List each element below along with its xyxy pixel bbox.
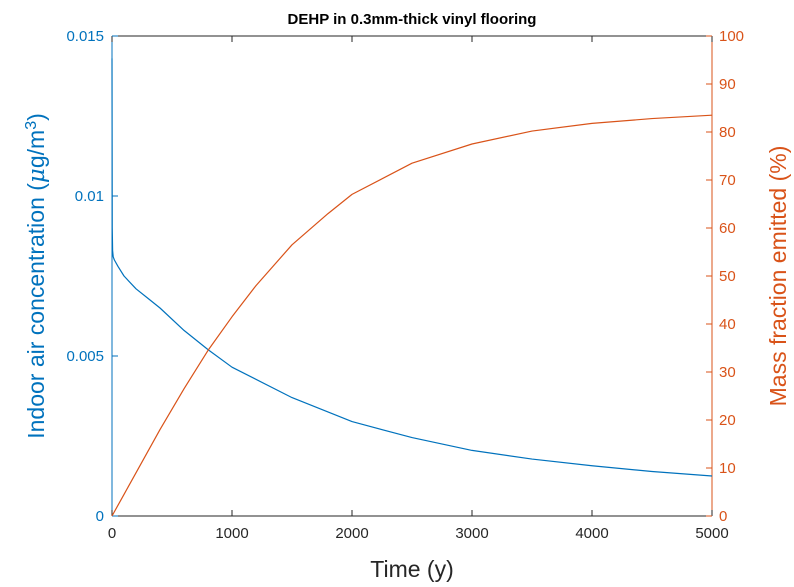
- concentration-series-line: [111, 58, 713, 477]
- series-layer: [111, 58, 713, 517]
- x-tick-label: 3000: [455, 525, 488, 542]
- chart-title: DEHP in 0.3mm-thick vinyl flooring: [288, 11, 537, 28]
- y-left-label-main: Indoor air concentration (: [23, 183, 49, 439]
- y-left-tick-label: 0.01: [75, 188, 104, 205]
- axes-layer: 0 1000 2000 3000 4000 500000.0050.010.0150102…: [66, 28, 744, 542]
- y-right-tick-label: 60: [719, 220, 736, 237]
- x-tick-label: 2000: [335, 525, 368, 542]
- y-left-label-mu: μ: [24, 168, 50, 183]
- y-right-tick-label: 100: [719, 28, 744, 45]
- y-right-tick-label: 90: [719, 76, 736, 93]
- y-right-tick-label: 40: [719, 316, 736, 333]
- y-right-tick-label: 20: [719, 412, 736, 429]
- y-right-tick-label: 70: [719, 172, 736, 189]
- y-left-axis-label: Indoor air concentration (μg/m3): [23, 113, 51, 439]
- y-right-tick-label: 0: [719, 508, 727, 525]
- x-tick-label: 1000: [215, 525, 248, 542]
- x-tick-label: 4000: [575, 525, 608, 542]
- mass-fraction-series-line: [111, 114, 713, 517]
- plot-area: [112, 36, 712, 516]
- y-left-label-unit: g/m: [23, 130, 49, 168]
- y-right-axis-label: Mass fraction emitted (%): [765, 146, 791, 407]
- y-left-tick-label: 0.015: [66, 28, 104, 45]
- y-left-label-close: ): [23, 113, 49, 121]
- y-left-tick-label: 0.005: [66, 348, 104, 365]
- x-tick-label: 5000: [695, 525, 728, 542]
- y-left-label-exp: 3: [23, 121, 40, 130]
- y-right-tick-label: 50: [719, 268, 736, 285]
- x-tick-label: 0: [108, 525, 116, 542]
- x-axis-label: Time (y): [370, 556, 453, 582]
- y-right-tick-label: 30: [719, 364, 736, 381]
- y-right-tick-label: 80: [719, 124, 736, 141]
- y-right-tick-label: 10: [719, 460, 736, 477]
- y-left-tick-label: 0: [96, 508, 104, 525]
